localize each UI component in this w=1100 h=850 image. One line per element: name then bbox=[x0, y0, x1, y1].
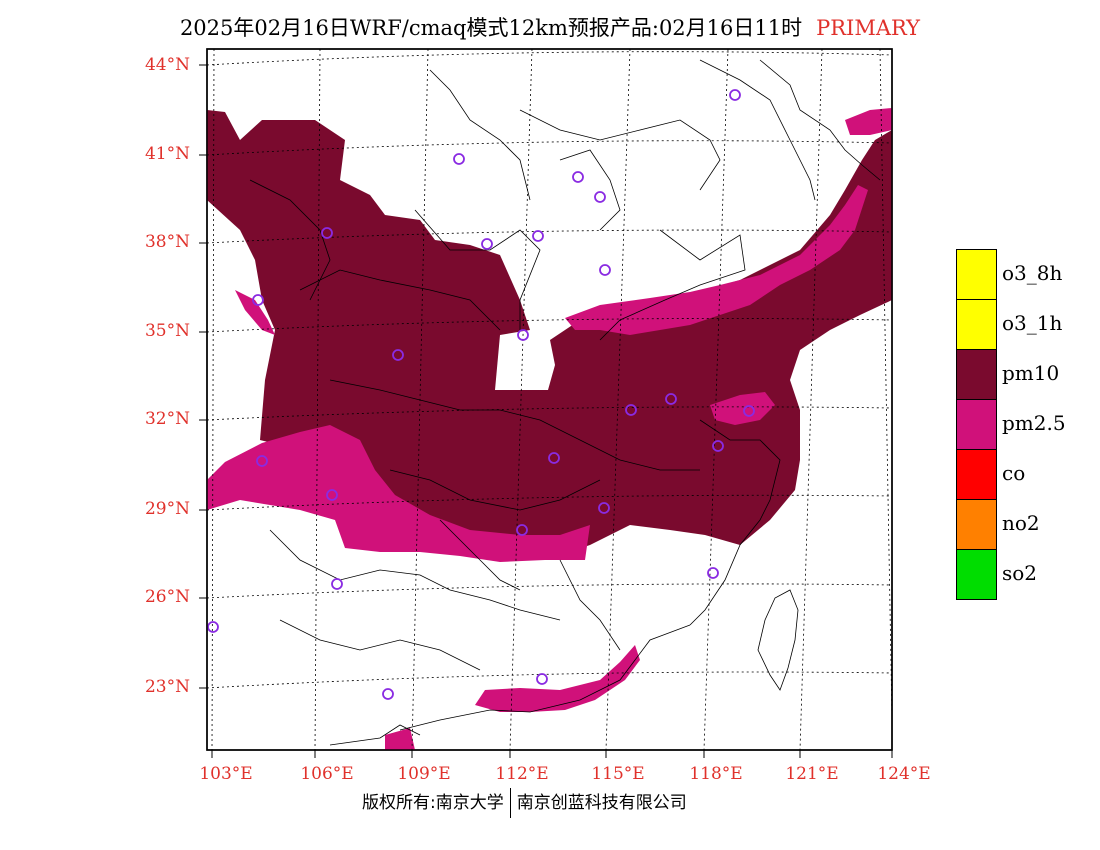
lon-label: 121°E bbox=[785, 764, 839, 784]
legend-swatch bbox=[956, 449, 997, 500]
lat-label: 35°N bbox=[144, 321, 190, 341]
legend-swatch bbox=[956, 549, 997, 600]
station-marker bbox=[599, 264, 611, 276]
axis-ticks bbox=[199, 64, 893, 758]
lat-label: 32°N bbox=[144, 409, 190, 429]
pm25-east-belt bbox=[565, 185, 868, 335]
station-markers bbox=[207, 89, 755, 700]
legend-label: o3_1h bbox=[1002, 311, 1063, 335]
station-marker bbox=[516, 524, 528, 536]
lon-label: 112°E bbox=[495, 764, 549, 784]
legend-swatch bbox=[956, 499, 997, 550]
station-marker bbox=[625, 404, 637, 416]
station-marker bbox=[712, 440, 724, 452]
lon-label: 118°E bbox=[689, 764, 743, 784]
lon-label: 109°E bbox=[397, 764, 451, 784]
pm25-west-patch bbox=[235, 290, 275, 335]
legend-swatch bbox=[956, 299, 997, 350]
station-marker bbox=[729, 89, 741, 101]
station-marker bbox=[517, 329, 529, 341]
pm25-southwest bbox=[207, 425, 590, 562]
station-marker bbox=[743, 405, 755, 417]
station-marker bbox=[572, 171, 584, 183]
station-marker bbox=[548, 452, 560, 464]
station-marker bbox=[331, 578, 343, 590]
station-marker bbox=[256, 455, 268, 467]
station-marker bbox=[598, 502, 610, 514]
title-text: 2025年02月16日WRF/cmaq模式12km预报产品:02月16日11时 bbox=[179, 16, 803, 40]
pm25-south-coast bbox=[475, 645, 640, 712]
primary-tag: PRIMARY bbox=[816, 16, 921, 40]
station-marker bbox=[252, 294, 264, 306]
station-marker bbox=[665, 393, 677, 405]
lat-label: 26°N bbox=[144, 587, 190, 607]
station-marker bbox=[321, 227, 333, 239]
lat-label: 44°N bbox=[144, 55, 190, 75]
station-marker bbox=[392, 349, 404, 361]
station-marker bbox=[326, 489, 338, 501]
company-text: 南京创蓝科技有限公司 bbox=[516, 793, 687, 813]
lat-label: 41°N bbox=[144, 144, 190, 164]
pm25-northeast bbox=[845, 108, 892, 135]
station-marker bbox=[207, 621, 219, 633]
legend-swatch bbox=[956, 349, 997, 400]
graticule bbox=[207, 49, 892, 750]
station-marker bbox=[532, 230, 544, 242]
legend-label: o3_8h bbox=[1002, 261, 1063, 285]
footer-credits: 版权所有:南京大学 南京创蓝科技有限公司 bbox=[362, 788, 687, 818]
lat-label: 29°N bbox=[144, 499, 190, 519]
legend-label: pm10 bbox=[1002, 361, 1060, 385]
pm25-bottom bbox=[385, 728, 415, 750]
legend-label: pm2.5 bbox=[1002, 411, 1066, 435]
station-marker bbox=[481, 238, 493, 250]
legend-swatch bbox=[956, 249, 997, 300]
pm10-region bbox=[207, 110, 892, 560]
lon-label: 124°E bbox=[877, 764, 931, 784]
divider bbox=[509, 788, 511, 818]
legend-swatch bbox=[956, 399, 997, 450]
lon-label: 115°E bbox=[591, 764, 645, 784]
legend-label: co bbox=[1002, 461, 1026, 485]
legend-label: no2 bbox=[1002, 511, 1040, 535]
copyright-text: 版权所有:南京大学 bbox=[362, 793, 504, 813]
station-marker bbox=[453, 153, 465, 165]
boundaries bbox=[249, 59, 881, 746]
station-marker bbox=[382, 688, 394, 700]
lon-label: 106°E bbox=[300, 764, 354, 784]
station-marker bbox=[594, 191, 606, 203]
station-marker bbox=[707, 567, 719, 579]
lat-label: 23°N bbox=[144, 677, 190, 697]
legend-label: so2 bbox=[1002, 561, 1038, 585]
station-marker bbox=[536, 673, 548, 685]
map-title: 2025年02月16日WRF/cmaq模式12km预报产品:02月16日11时 P… bbox=[0, 12, 1100, 42]
pm25-river-delta bbox=[710, 392, 775, 425]
lon-label: 103°E bbox=[199, 764, 253, 784]
lat-label: 38°N bbox=[144, 232, 190, 252]
